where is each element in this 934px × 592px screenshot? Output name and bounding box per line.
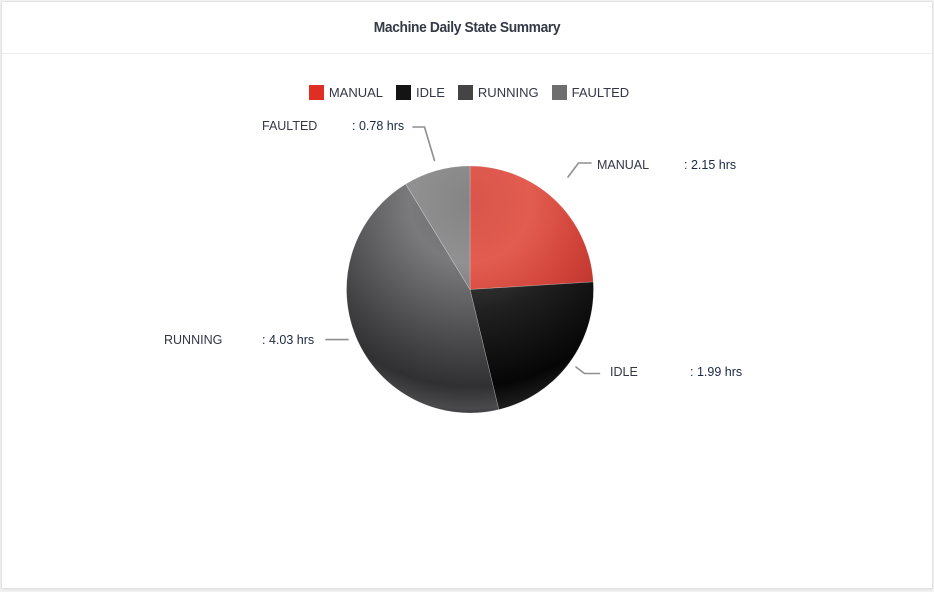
svg-text:: 1.99 hrs: : 1.99 hrs (690, 365, 742, 379)
svg-text:: 4.03 hrs: : 4.03 hrs (262, 333, 314, 347)
svg-text:: 0.78 hrs: : 0.78 hrs (352, 119, 404, 133)
svg-text:MANUAL: MANUAL (597, 158, 649, 172)
svg-text:FAULTED: FAULTED (262, 119, 317, 133)
svg-text:RUNNING: RUNNING (164, 333, 222, 347)
svg-text:: 2.15 hrs: : 2.15 hrs (684, 158, 736, 172)
svg-text:IDLE: IDLE (610, 365, 638, 379)
